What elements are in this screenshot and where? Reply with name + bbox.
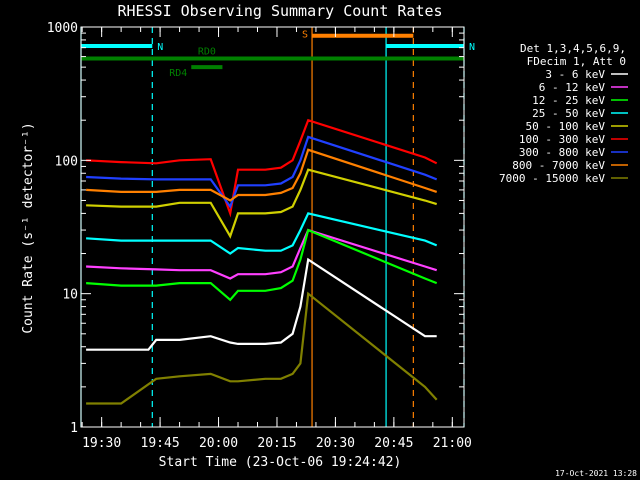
y-tick-label-3: 1000 xyxy=(47,21,78,36)
mode-label-s-2: S xyxy=(302,30,308,41)
x-axis-label: Start Time (23-Oct-06 19:24:42) xyxy=(159,455,402,470)
mode-label-n-0: N xyxy=(157,42,163,53)
legend-entry-label-0: 3 - 6 keV xyxy=(545,68,605,81)
series-line-8 xyxy=(86,291,438,405)
legend-header-line-0: Det 1,3,4,5,6,9, xyxy=(520,42,626,55)
legend-entry-label-8: 7000 - 15000 keV xyxy=(499,172,605,185)
legend-header-line-1: FDecim 1, Att 0 xyxy=(527,55,626,68)
x-tick-label-4: 20:30 xyxy=(316,436,355,451)
series-line-5 xyxy=(86,118,438,218)
legend: Det 1,3,4,5,6,9,FDecim 1, Att 03 - 6 keV… xyxy=(499,42,628,185)
axes-layer: 1 10 100 1000 19:30 19:45 20:00 20:15 20:30 20:45… xyxy=(47,21,472,451)
y-axis-label: Count Rate (s⁻¹ detector⁻¹) xyxy=(21,122,36,333)
legend-entry-label-6: 300 - 800 keV xyxy=(519,146,605,159)
legend-entry-label-3: 25 - 50 keV xyxy=(532,107,605,120)
series-line-6 xyxy=(86,135,438,209)
legend-entry-label-5: 100 - 300 keV xyxy=(519,133,605,146)
x-tick-label-0: 19:30 xyxy=(82,436,121,451)
series-line-7 xyxy=(86,148,438,202)
chart-title: RHESSI Observing Summary Count Rates xyxy=(117,2,442,20)
y-tick-label-2: 100 xyxy=(55,154,78,169)
legend-entry-label-7: 800 - 7000 keV xyxy=(512,159,605,172)
legend-entry-label-4: 50 - 100 keV xyxy=(526,120,606,133)
annotation-layer: N N S RD0 RD4 xyxy=(80,27,475,427)
series-line-4 xyxy=(86,168,438,239)
x-tick-label-6: 21:00 xyxy=(433,436,472,451)
series-line-2 xyxy=(86,228,438,302)
x-tick-label-3: 20:15 xyxy=(257,436,296,451)
series-line-3 xyxy=(86,212,438,255)
mode-label-rd4-4: RD4 xyxy=(169,68,187,79)
x-tick-label-1: 19:45 xyxy=(141,436,180,451)
legend-entry-label-2: 12 - 25 keV xyxy=(532,94,605,107)
plot-frame xyxy=(80,26,465,428)
series-layer xyxy=(86,118,438,405)
series-line-0 xyxy=(86,257,437,351)
legend-entry-label-1: 6 - 12 keV xyxy=(539,81,606,94)
x-tick-label-5: 20:45 xyxy=(374,436,413,451)
footer-timestamp: 17-Oct-2021 13:28 xyxy=(555,469,637,478)
y-tick-label-1: 10 xyxy=(62,288,78,303)
x-tick-label-2: 20:00 xyxy=(199,436,238,451)
mode-label-n-1: N xyxy=(469,42,475,53)
y-tick-label-0: 1 xyxy=(70,421,78,436)
mode-label-rd0-3: RD0 xyxy=(198,47,216,58)
